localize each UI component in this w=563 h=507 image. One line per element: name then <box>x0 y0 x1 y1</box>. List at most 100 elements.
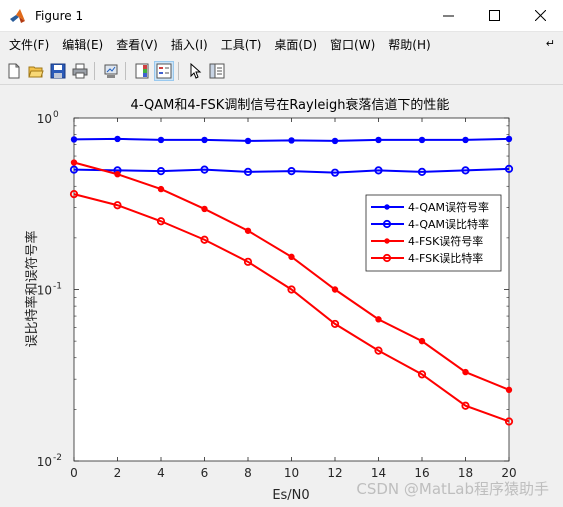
y-tick-exponent: -1 <box>53 282 62 292</box>
menu-desktop[interactable]: 桌面(D) <box>274 37 318 52</box>
data-point <box>331 286 339 293</box>
data-point <box>330 319 340 329</box>
legend-marker <box>384 238 390 244</box>
menu-file[interactable]: 文件(F) <box>9 37 50 52</box>
y-tick-label: 10 <box>37 284 52 298</box>
x-tick-label: 8 <box>244 466 252 480</box>
x-tick-label: 14 <box>371 466 386 480</box>
open-file-button[interactable] <box>26 61 46 81</box>
minimize-button[interactable] <box>425 0 471 31</box>
plot-svg: 4-QAM和4-FSK调制信号在Rayleigh衰落信道下的性能 0 2 4 6 8 10… <box>24 97 517 503</box>
print-button[interactable] <box>70 61 90 81</box>
menu-help[interactable]: 帮助(H) <box>388 37 431 52</box>
data-point <box>505 386 513 394</box>
x-tick-label: 0 <box>70 466 78 480</box>
legend-marker <box>384 204 390 210</box>
menu-bar: 文件(F) 编辑(E) 查看(V) 插入(I) 工具(T) 桌面(D) 窗口(W… <box>0 33 563 55</box>
maximize-icon <box>488 10 500 21</box>
new-figure-button[interactable] <box>4 61 24 81</box>
menu-tools[interactable]: 工具(T) <box>220 37 262 52</box>
data-point <box>69 165 79 174</box>
x-tick-label: 16 <box>414 466 429 480</box>
legend-label: 4-FSK误比特率 <box>408 251 483 265</box>
maximize-button[interactable] <box>471 0 517 31</box>
menu-insert[interactable]: 插入(I) <box>170 37 208 52</box>
menu-view[interactable]: 查看(V) <box>116 37 158 52</box>
x-tick-label: 2 <box>114 466 122 480</box>
open-file-icon <box>28 66 44 78</box>
matlab-logo-icon <box>10 8 25 23</box>
save-icon <box>50 63 66 79</box>
x-axis-label: Es/N0 <box>272 488 309 503</box>
data-point <box>417 167 427 176</box>
data-point <box>287 285 296 294</box>
menu-edit[interactable]: 编辑(E) <box>62 37 104 52</box>
pointer-icon <box>190 63 202 79</box>
data-point <box>200 165 209 174</box>
x-tick-label: 4 <box>157 466 165 480</box>
data-point <box>504 164 514 173</box>
insert-legend-button[interactable] <box>154 61 174 81</box>
property-inspector-icon <box>209 63 225 79</box>
insert-colorbar-button[interactable] <box>132 61 152 81</box>
data-point <box>462 136 469 144</box>
watermark-text: CSDN @MatLab程序猿助手 <box>356 480 549 498</box>
y-tick-exponent: -2 <box>53 453 62 463</box>
data-point <box>243 167 253 176</box>
data-point <box>331 137 339 145</box>
link-plot-button[interactable] <box>101 61 121 81</box>
close-icon <box>534 10 546 21</box>
toolbar-separator <box>125 62 126 80</box>
data-point <box>200 235 209 244</box>
menu-window[interactable]: 窗口(W) <box>330 37 376 52</box>
x-tick-label: 12 <box>327 466 342 480</box>
data-point <box>201 205 208 213</box>
print-icon <box>72 63 88 79</box>
insert-legend-icon <box>156 63 172 79</box>
data-point <box>461 166 470 175</box>
data-point <box>375 316 382 323</box>
x-tick-label: 6 <box>201 466 209 480</box>
property-inspector-button[interactable] <box>207 61 227 81</box>
data-point <box>330 168 340 177</box>
data-point <box>375 136 382 144</box>
data-point <box>243 257 253 266</box>
data-point <box>288 137 295 144</box>
new-figure-icon <box>8 63 20 79</box>
x-tick-label: 20 <box>501 466 516 480</box>
data-point <box>156 217 166 226</box>
series-lines <box>69 135 514 426</box>
data-point <box>244 227 252 234</box>
chart-legend[interactable]: 4-QAM误符号率 4-QAM误比特率 4-FSK误符号率 4-FSK误比特率 <box>365 194 502 272</box>
y-axis-label: 误比特率和误符号率 <box>24 230 40 347</box>
data-point <box>418 337 426 345</box>
y-tick-exponent: 0 <box>53 110 59 120</box>
data-point <box>462 368 469 376</box>
legend-marker <box>382 219 392 229</box>
window-title: Figure 1 <box>35 8 84 23</box>
link-plot-icon <box>104 64 118 78</box>
x-tick-label: 10 <box>284 466 299 480</box>
toolbar-separator <box>178 62 179 80</box>
data-point <box>156 167 166 176</box>
data-point <box>461 401 470 410</box>
toolbar-separator <box>94 62 95 80</box>
data-point <box>69 189 79 199</box>
legend-label: 4-FSK误符号率 <box>408 234 483 248</box>
insert-colorbar-icon <box>135 63 149 79</box>
pointer-button[interactable] <box>185 61 205 81</box>
data-point <box>70 136 78 143</box>
legend-label: 4-QAM误符号率 <box>408 200 489 214</box>
figure-canvas: 4-QAM和4-FSK调制信号在Rayleigh衰落信道下的性能 0 2 4 6 8 10… <box>0 85 563 507</box>
save-button[interactable] <box>48 61 68 81</box>
data-point <box>113 201 122 210</box>
minimize-icon <box>442 15 454 17</box>
menu-overflow-arrow-icon[interactable]: ↵ <box>545 37 555 50</box>
data-point <box>504 417 514 426</box>
legend-marker <box>382 253 392 263</box>
data-point <box>201 136 208 144</box>
close-button[interactable] <box>517 0 563 31</box>
chart-title: 4-QAM和4-FSK调制信号在Rayleigh衰落信道下的性能 <box>131 97 450 113</box>
data-point <box>418 136 426 144</box>
data-point <box>114 171 121 178</box>
